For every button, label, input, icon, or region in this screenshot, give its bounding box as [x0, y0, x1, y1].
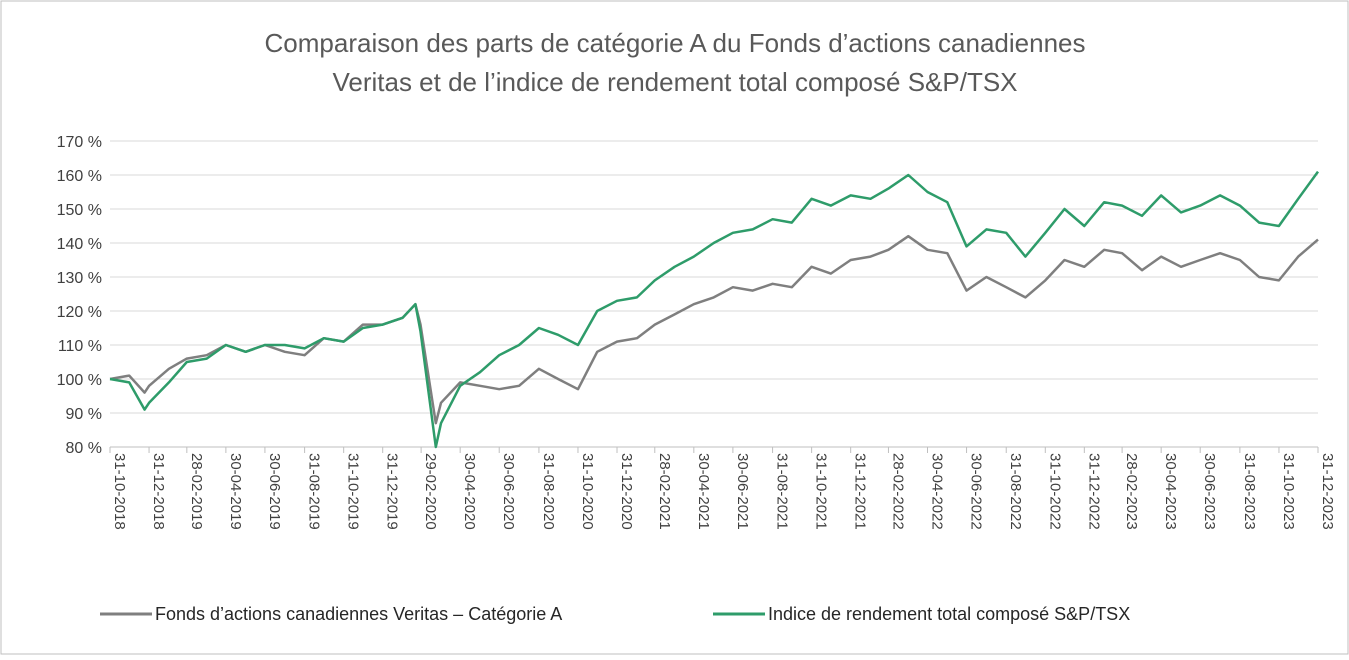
series-line — [109, 170, 1320, 449]
x-tick-label: 31-12-2020 — [618, 453, 635, 530]
x-tick-label: 28-02-2022 — [889, 453, 906, 530]
x-tick-label: 30-04-2022 — [928, 453, 945, 530]
y-tick-label: 170 % — [57, 134, 102, 151]
x-tick-label: 31-10-2019 — [345, 453, 362, 530]
x-tick-label: 30-04-2021 — [695, 453, 712, 530]
x-tick-label: 31-08-2020 — [540, 453, 557, 530]
series-line — [109, 234, 1319, 425]
x-tick-label: 31-10-2021 — [813, 453, 830, 530]
x-tick-label: 31-10-2023 — [1280, 453, 1297, 530]
x-tick-label: 31-10-2020 — [579, 453, 596, 530]
y-tick-label: 80 % — [66, 440, 102, 457]
y-tick-label: 110 % — [58, 338, 102, 355]
x-tick-label: 31-12-2023 — [1319, 453, 1336, 530]
x-tick-label: 30-04-2019 — [227, 453, 244, 530]
x-tick-label: 28-02-2019 — [188, 453, 205, 530]
x-tick-label: 31-12-2021 — [852, 453, 869, 530]
x-tick-label: 31-12-2019 — [384, 453, 401, 530]
chart-title: Comparaison des parts de catégorie A du … — [265, 28, 1086, 58]
x-tick-label: 31-10-2018 — [111, 453, 128, 530]
x-tick-label: 30-06-2022 — [968, 453, 985, 530]
legend-label: Fonds d’actions canadiennes Veritas – Ca… — [155, 604, 562, 624]
y-tick-label: 140 % — [57, 236, 102, 253]
x-tick-label: 29-02-2020 — [422, 453, 439, 530]
chart-title: Veritas et de l’indice de rendement tota… — [332, 67, 1017, 97]
y-tick-label: 150 % — [57, 202, 102, 219]
x-tick-label: 30-06-2021 — [734, 453, 751, 530]
y-tick-label: 130 % — [57, 270, 102, 287]
y-tick-label: 90 % — [66, 406, 102, 423]
x-tick-label: 31-08-2022 — [1007, 453, 1024, 530]
y-tick-label: 120 % — [57, 304, 102, 321]
x-tick-label: 31-08-2019 — [306, 453, 323, 530]
x-tick-label: 30-06-2023 — [1201, 453, 1218, 530]
x-tick-label: 31-08-2023 — [1241, 453, 1258, 530]
x-tick-label: 28-02-2021 — [656, 453, 673, 530]
x-tick-label: 28-02-2023 — [1123, 453, 1140, 530]
y-tick-label: 100 % — [57, 372, 102, 389]
x-tick-label: 31-10-2022 — [1046, 453, 1063, 530]
x-tick-label: 30-06-2020 — [500, 453, 517, 530]
x-tick-label: 31-12-2022 — [1085, 453, 1102, 530]
x-tick-label: 31-08-2021 — [774, 453, 791, 530]
y-tick-label: 160 % — [57, 168, 102, 185]
x-tick-label: 31-12-2018 — [150, 453, 167, 530]
legend-label: Indice de rendement total composé S&P/TS… — [768, 604, 1130, 624]
x-tick-label: 30-04-2020 — [461, 453, 478, 530]
x-tick-label: 30-04-2023 — [1162, 453, 1179, 530]
x-tick-label: 30-06-2019 — [266, 453, 283, 530]
